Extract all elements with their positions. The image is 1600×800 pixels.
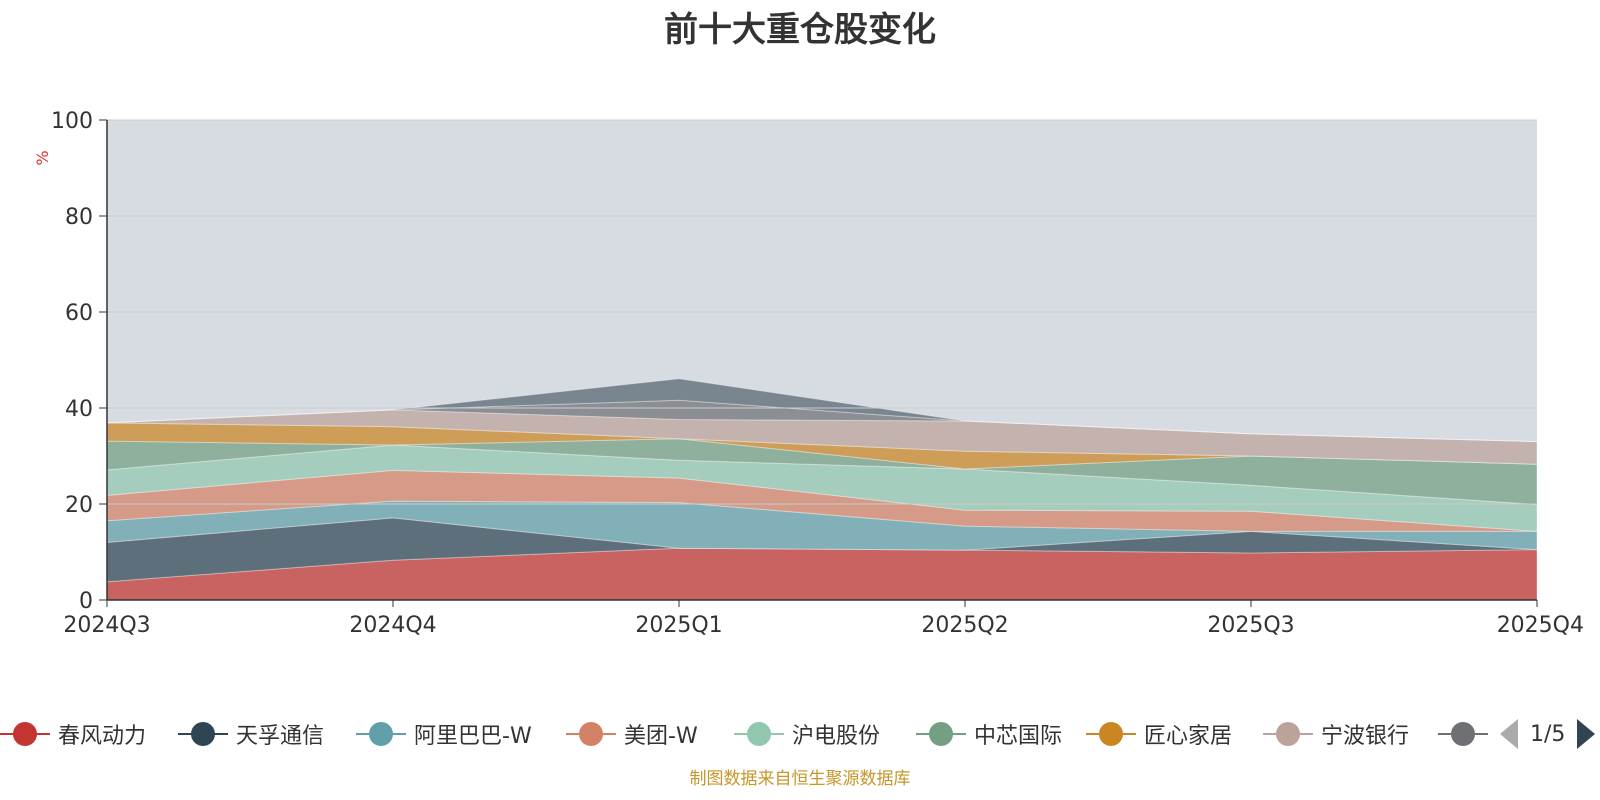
- y-tick-label: 60: [65, 301, 93, 326]
- y-tick-label: 80: [65, 205, 93, 230]
- legend-label: 天孚通信: [236, 724, 325, 749]
- y-tick-label: 100: [51, 109, 93, 134]
- legend-marker-icon: [1438, 716, 1488, 752]
- legend-label: 匠心家居: [1144, 724, 1233, 749]
- legend-item[interactable]: 美团-W: [566, 716, 698, 752]
- legend: 春风动力 天孚通信 阿里巴巴-W 美团-W 沪电股份 中芯国际 匠心家居 宁波银行: [0, 716, 1600, 756]
- legend-item[interactable]: 春风动力: [0, 716, 146, 752]
- legend-next-page-button[interactable]: [1577, 719, 1596, 749]
- y-tick-label: 40: [65, 397, 93, 422]
- legend-item[interactable]: 中芯国际: [916, 716, 1062, 752]
- chart-title: 前十大重仓股变化: [664, 10, 936, 50]
- legend-label: 阿里巴巴-W: [414, 724, 532, 749]
- legend-item[interactable]: 天孚通信: [178, 716, 324, 752]
- legend-label: 美团-W: [624, 724, 698, 749]
- data-source-note: 制图数据来自恒生聚源数据库: [689, 769, 911, 789]
- y-tick-label: 20: [65, 493, 93, 518]
- x-tick-label: 2024Q3: [63, 613, 150, 638]
- legend-marker-icon: [1086, 716, 1136, 752]
- chart-area: 0 20 40 60 80 100 2024Q3 2024Q4 2025Q1 2025Q2 2025…: [33, 109, 1584, 638]
- y-tick-label: 0: [79, 589, 93, 614]
- x-tick-label: 2024Q4: [349, 613, 436, 638]
- legend-item[interactable]: [1438, 716, 1488, 752]
- legend-item[interactable]: 匠心家居: [1086, 716, 1232, 752]
- area-series-10[interactable]: [106, 378, 1538, 443]
- legend-item[interactable]: 阿里巴巴-W: [356, 716, 532, 752]
- legend-marker-icon: [734, 716, 784, 752]
- legend-label: 中芯国际: [974, 724, 1063, 749]
- area-series-2[interactable]: [106, 517, 1538, 583]
- legend-pager: 1/5: [1500, 716, 1596, 752]
- legend-page-indicator: 1/5: [1530, 721, 1566, 747]
- legend-marker-icon: [0, 716, 50, 752]
- legend-label: 沪电股份: [792, 724, 881, 749]
- legend-marker-icon: [916, 716, 966, 752]
- legend-marker-icon: [356, 716, 406, 752]
- legend-marker-icon: [178, 716, 228, 752]
- legend-item[interactable]: 宁波银行: [1263, 716, 1409, 752]
- x-tick-label: 2025Q1: [635, 613, 722, 638]
- x-tick-label: 2025Q2: [921, 613, 1008, 638]
- legend-label: 春风动力: [58, 724, 147, 749]
- x-tick-label: 2025Q3: [1207, 613, 1294, 638]
- legend-marker-icon: [1263, 716, 1313, 752]
- x-tick-label: 2025Q4: [1497, 613, 1584, 638]
- legend-marker-icon: [566, 716, 616, 752]
- legend-item[interactable]: 沪电股份: [734, 716, 880, 752]
- legend-label: 宁波银行: [1321, 724, 1410, 749]
- y-axis-unit-label: %: [33, 150, 52, 165]
- legend-prev-page-button[interactable]: [1500, 719, 1518, 749]
